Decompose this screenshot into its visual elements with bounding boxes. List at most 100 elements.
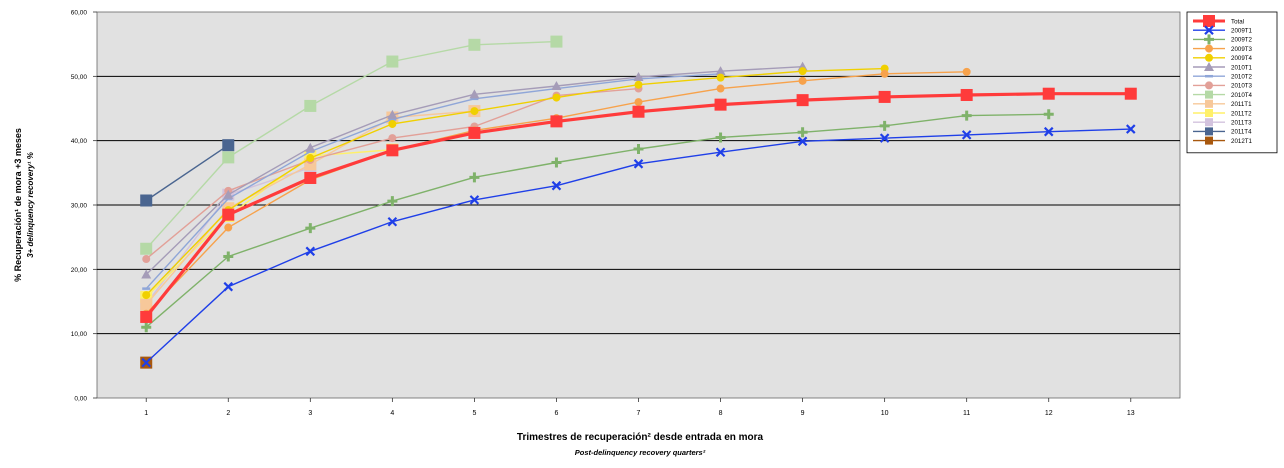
data-point [222,208,235,221]
legend-label: 2012T1 [1231,138,1253,145]
x-axis-title: Trimestres de recuperación² desde entrad… [517,432,764,443]
series-2009t4 [142,64,889,300]
x-tick-label: 6 [555,410,559,417]
data-point [140,298,153,311]
y-tick-label: 10,00 [71,331,88,338]
y-axis-subtitle: 3+ delinquency recovery¹ % [26,152,35,258]
x-tick-label: 12 [1045,410,1053,417]
data-point [797,127,808,138]
series-2009t1 [141,124,1136,368]
legend-label: 2009T3 [1231,46,1253,53]
data-point [304,171,317,184]
legend: Total 2009T1 2009T2 2009T3 2009T4 2010T1 2010T… [1186,11,1278,154]
legend-swatch-marker [1203,15,1215,27]
legend-swatch-marker [1205,109,1213,117]
legend-item: 2010T1 [1193,62,1253,71]
data-point [1043,126,1054,137]
data-point [1043,109,1054,120]
y-axis-title: % Recuperación¹ de mora +3 meses [13,128,23,282]
legend-item: 2011T1 [1193,99,1252,108]
data-point [634,80,643,89]
legend-swatch-marker [1204,34,1214,45]
data-point [1124,87,1137,100]
data-point [306,154,315,163]
legend-label: 2010T4 [1231,92,1253,99]
data-point [961,110,972,121]
data-point [387,196,398,207]
x-tick-label: 11 [963,410,970,417]
data-point [141,269,152,279]
series-line [145,40,557,250]
data-point [633,159,644,169]
data-point [305,142,316,152]
legend-swatch-marker [1205,90,1213,99]
data-point [797,136,808,147]
legend-label: 2010T1 [1231,64,1253,71]
legend-swatch-marker [1204,25,1214,35]
data-point [223,189,234,199]
legend-swatch-marker [1205,127,1213,136]
y-tick-label: 0,00 [74,396,87,403]
y-tick-label: 20,00 [71,267,88,274]
data-point [551,80,562,90]
legend-swatch-marker [1205,118,1213,127]
data-point [222,151,235,164]
data-point [715,66,726,76]
data-point [634,98,643,107]
legend-label: 2009T4 [1231,55,1253,62]
data-point [633,144,644,155]
data-point [141,322,152,333]
y-tick-label: 40,00 [71,138,88,145]
legend-item: 2011T4 [1193,127,1252,136]
data-point [879,120,890,131]
data-point [386,55,399,68]
data-point [552,93,561,102]
data-point [388,134,397,143]
series-line [145,144,229,202]
data-point [305,223,316,234]
data-point [388,119,397,128]
series-2010t4 [140,35,563,255]
data-point [140,310,153,323]
data-point [715,147,726,158]
data-point [961,130,972,140]
data-point [223,281,234,292]
series-2011t4 [140,139,235,207]
data-point [469,89,480,99]
series-line [145,67,885,296]
data-point [222,139,235,152]
data-point [468,38,481,51]
legend-swatch-marker [1205,53,1213,62]
y-tick-label: 50,00 [71,74,88,81]
x-tick-label: 3 [308,410,312,417]
data-point [551,157,562,168]
legend-box [1186,11,1278,154]
data-point [469,195,480,205]
data-point [305,246,316,257]
data-point [140,242,153,255]
x-tick-label: 10 [881,410,889,417]
legend-swatch-marker [1205,44,1213,53]
legend-label: 2010T2 [1231,74,1253,81]
legend-item: 2009T3 [1193,44,1253,53]
data-point [878,90,891,103]
legend-item: 2011T3 [1193,118,1252,127]
data-point [714,98,727,111]
x-tick-label: 2 [226,410,230,417]
legend-label: 2010T3 [1231,83,1253,90]
data-point [550,35,563,48]
data-point [798,76,807,85]
data-point [880,69,889,78]
x-tick-label: 4 [390,410,394,417]
legend-item: 2010T3 [1193,81,1253,90]
data-point [386,144,399,157]
legend-item: 2009T2 [1193,34,1253,45]
data-point [1042,87,1055,100]
x-tick-label: 7 [637,410,641,417]
legend-label: 2009T2 [1231,37,1253,44]
data-point [142,255,151,264]
data-point [469,172,480,183]
